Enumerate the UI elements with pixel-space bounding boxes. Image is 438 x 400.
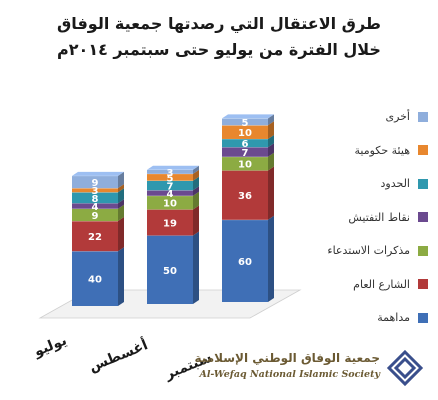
bar-segment-2-5 — [147, 180, 193, 191]
bar-segment-2-3 — [147, 195, 193, 210]
data-label-1-4: 4 — [92, 202, 99, 213]
bar-side-2-7 — [193, 165, 199, 174]
bar-side-1-1 — [118, 247, 124, 306]
legend-swatch — [418, 178, 428, 189]
bar-top-2 — [147, 165, 199, 170]
legend-label: هيئة حكومية — [354, 143, 411, 157]
bar-top-1 — [72, 171, 124, 176]
legend-swatch — [418, 245, 428, 256]
bar-segment-1-6 — [72, 188, 118, 193]
data-label-2-3: 10 — [163, 199, 177, 210]
bar-segment-3-7 — [222, 118, 268, 126]
legend-label: أخرى — [385, 110, 410, 124]
legend-swatch — [418, 145, 428, 156]
bar-segment-2-1 — [147, 235, 193, 304]
bar-segment-3-4 — [222, 147, 268, 157]
data-label-3-7: 5 — [242, 118, 249, 129]
data-label-3-5: 6 — [242, 139, 249, 150]
data-label-2-1: 50 — [163, 266, 177, 277]
bar-side-2-3 — [193, 191, 199, 210]
legend-label: الحدود — [380, 177, 411, 191]
chart-title-line1: طرق الاعتقال التي رصدتها جمعية الوفاق — [57, 14, 381, 33]
bar-side-2-5 — [193, 176, 199, 191]
bar-side-2-6 — [193, 169, 199, 181]
data-label-1-1: 40 — [88, 275, 102, 286]
bar-side-3-5 — [268, 134, 274, 148]
bar-side-1-6 — [118, 184, 124, 193]
legend-item-7: مداهمة — [318, 301, 428, 335]
legend-label: مذكرات الاستدعاء — [327, 244, 410, 258]
legend-item-4: نقاط التفتيش — [318, 201, 428, 235]
bar-segment-1-3 — [72, 208, 118, 222]
bar-side-1-5 — [118, 188, 124, 204]
bar-side-3-1 — [268, 215, 274, 302]
bar-segment-1-2 — [72, 221, 118, 252]
category-label-1: يوليو — [31, 333, 69, 361]
bar-segment-1-5 — [72, 192, 118, 204]
bar-top-3 — [222, 114, 274, 119]
bar-side-1-4 — [118, 199, 124, 209]
bar-side-3-3 — [268, 152, 274, 171]
bar-segment-3-3 — [222, 156, 268, 171]
data-label-3-2: 36 — [238, 191, 252, 202]
bar-side-1-7 — [118, 171, 124, 189]
legend-label: نقاط التفتيش — [348, 210, 410, 224]
bar-segment-2-2 — [147, 209, 193, 236]
logo-emblem-icon — [386, 349, 424, 387]
bar-side-2-4 — [193, 186, 199, 196]
legend-item-6: الشارع العام — [318, 268, 428, 302]
bar-side-3-2 — [268, 166, 274, 220]
bar-segment-1-4 — [72, 203, 118, 209]
data-label-2-7: 3 — [167, 168, 174, 179]
data-label-3-4: 7 — [242, 148, 249, 159]
bar-segment-3-2 — [222, 170, 268, 220]
data-label-2-5: 7 — [167, 181, 174, 192]
data-label-2-2: 19 — [163, 218, 177, 229]
data-label-1-6: 3 — [92, 186, 99, 197]
bar-side-2-2 — [193, 205, 199, 236]
bar-segment-1-1 — [72, 251, 118, 306]
legend-label: مداهمة — [377, 311, 410, 325]
data-label-2-6: 5 — [167, 173, 174, 184]
data-label-1-3: 9 — [92, 211, 99, 222]
bar-segment-1-7 — [72, 175, 118, 189]
legend-item-5: مذكرات الاستدعاء — [318, 234, 428, 268]
bar-segment-3-6 — [222, 125, 268, 139]
logo-arabic-name: جمعية الوفاق الوطني الإسلامية — [194, 351, 380, 365]
bar-side-1-3 — [118, 204, 124, 222]
legend-swatch — [418, 212, 428, 223]
bar-side-3-6 — [268, 121, 274, 139]
chart-title-line2: خلال الفترة من يوليو حتى سبتمبر ٢٠١٤م — [57, 40, 381, 59]
legend-swatch — [418, 279, 428, 290]
data-label-3-3: 10 — [238, 160, 252, 171]
legend-swatch — [418, 111, 428, 122]
bar-side-3-7 — [268, 114, 274, 126]
legend-label: الشارع العام — [353, 277, 410, 291]
legend-item-3: الحدود — [318, 167, 428, 201]
bar-segment-3-1 — [222, 219, 268, 302]
data-label-1-7: 9 — [92, 178, 99, 189]
data-label-3-1: 60 — [238, 257, 252, 268]
data-label-1-5: 8 — [92, 194, 99, 205]
legend-item-2: هيئة حكومية — [318, 134, 428, 168]
bar-segment-2-6 — [147, 173, 193, 181]
data-label-1-2: 22 — [88, 232, 102, 243]
bar-segment-2-4 — [147, 190, 193, 196]
bar-side-2-1 — [193, 231, 199, 304]
legend-swatch — [418, 312, 428, 323]
bar-side-1-2 — [118, 217, 124, 252]
logo-english-name: Al-Wefaq National Islamic Society — [199, 369, 380, 380]
bar-segment-2-7 — [147, 169, 193, 174]
category-label-2: أغسطس — [86, 335, 150, 375]
organization-logo: جمعية الوفاق الوطني الإسلامية Al-Wefaq N… — [195, 345, 428, 391]
bar-side-3-4 — [268, 143, 274, 157]
legend-item-1: أخرى — [318, 100, 428, 134]
data-label-3-6: 10 — [238, 128, 252, 139]
chart-legend: أخرى هيئة حكومية الحدود نقاط التفتيش مذكرات … — [318, 100, 428, 335]
data-label-2-4: 4 — [167, 189, 174, 200]
bar-segment-3-5 — [222, 138, 268, 148]
